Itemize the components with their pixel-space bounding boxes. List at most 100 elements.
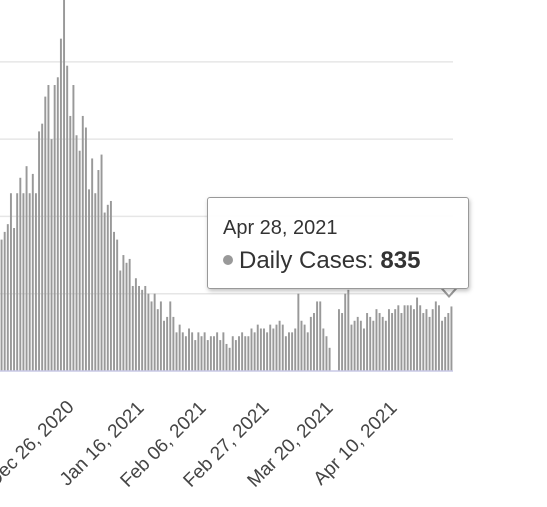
bar[interactable] [128, 258, 131, 371]
bar[interactable] [141, 289, 144, 371]
bar[interactable] [166, 316, 169, 371]
bar[interactable] [284, 336, 287, 371]
bar[interactable] [56, 77, 59, 371]
bar[interactable] [44, 96, 47, 372]
bar[interactable] [47, 85, 50, 372]
bar[interactable] [38, 131, 41, 371]
bar[interactable] [375, 309, 378, 371]
bar[interactable] [288, 332, 290, 371]
bar[interactable] [356, 316, 359, 371]
bar[interactable] [309, 316, 312, 371]
bar[interactable] [28, 193, 31, 371]
bar[interactable] [381, 316, 384, 371]
bar[interactable] [209, 336, 212, 371]
bar[interactable] [278, 320, 281, 371]
bar[interactable] [53, 85, 56, 372]
bar[interactable] [75, 135, 78, 371]
bar[interactable] [50, 139, 53, 372]
bar[interactable] [69, 115, 72, 371]
bar[interactable] [13, 228, 16, 371]
bar[interactable] [59, 38, 62, 372]
bar[interactable] [275, 324, 278, 372]
bar[interactable] [369, 316, 372, 371]
bar[interactable] [169, 301, 172, 371]
bar[interactable] [347, 289, 350, 371]
bar[interactable] [216, 332, 219, 371]
bar[interactable] [372, 320, 375, 371]
bar[interactable] [219, 340, 222, 371]
bar[interactable] [366, 313, 369, 371]
bar[interactable] [97, 170, 100, 371]
bar[interactable] [434, 301, 437, 371]
bar[interactable] [394, 309, 397, 371]
bar[interactable] [222, 332, 225, 371]
bar[interactable] [88, 189, 91, 371]
bar[interactable] [409, 305, 412, 371]
bar[interactable] [325, 336, 328, 371]
bar[interactable] [134, 278, 137, 371]
bar[interactable] [250, 328, 253, 371]
bar[interactable] [22, 193, 25, 371]
bar[interactable] [150, 301, 153, 371]
bar[interactable] [391, 313, 394, 371]
bar[interactable] [341, 313, 344, 371]
bar[interactable] [159, 301, 162, 371]
bar-series-daily-cases[interactable] [0, 0, 453, 372]
bar[interactable] [131, 285, 134, 371]
bar[interactable] [234, 340, 237, 371]
bar[interactable] [147, 293, 150, 371]
bar[interactable] [144, 285, 147, 371]
bar[interactable] [272, 328, 275, 371]
bar[interactable] [450, 306, 453, 371]
bar[interactable] [194, 340, 197, 371]
bar[interactable] [338, 309, 340, 371]
bar[interactable] [425, 309, 428, 371]
bar[interactable] [100, 154, 103, 371]
bar[interactable] [266, 332, 269, 371]
bar[interactable] [319, 301, 322, 371]
bar[interactable] [241, 332, 244, 371]
bar[interactable] [322, 328, 325, 371]
bar[interactable] [109, 200, 112, 371]
bar[interactable] [303, 324, 306, 372]
bar[interactable] [163, 320, 165, 371]
bar[interactable] [191, 332, 194, 371]
bar[interactable] [256, 324, 259, 372]
bar[interactable] [41, 123, 44, 371]
bar[interactable] [259, 328, 262, 371]
bar[interactable] [247, 336, 250, 371]
bar[interactable] [400, 313, 403, 371]
bar[interactable] [94, 193, 97, 371]
bar[interactable] [3, 231, 6, 372]
bar[interactable] [350, 324, 353, 372]
bar[interactable] [25, 166, 28, 371]
bar[interactable] [269, 324, 272, 372]
bar[interactable] [253, 332, 256, 371]
bar[interactable] [431, 309, 434, 371]
bar[interactable] [422, 313, 425, 371]
bar[interactable] [125, 262, 128, 371]
bar[interactable] [181, 332, 184, 371]
bar[interactable] [178, 324, 181, 372]
bar[interactable] [384, 320, 387, 371]
bar[interactable] [263, 328, 265, 371]
bar[interactable] [203, 332, 206, 371]
bar[interactable] [63, 0, 66, 371]
bar[interactable] [306, 332, 309, 371]
bar[interactable] [428, 316, 431, 371]
bar[interactable] [200, 336, 203, 371]
bar[interactable] [244, 336, 247, 371]
bar[interactable] [412, 309, 415, 371]
bar[interactable] [119, 270, 122, 371]
bar[interactable] [6, 224, 9, 371]
bar[interactable] [416, 297, 419, 371]
bar[interactable] [378, 313, 381, 371]
bar[interactable] [387, 309, 390, 371]
bar[interactable] [353, 320, 356, 371]
bar[interactable] [103, 212, 106, 371]
bar[interactable] [316, 301, 319, 371]
bar[interactable] [419, 305, 422, 371]
bar[interactable] [84, 127, 87, 371]
bar[interactable] [175, 332, 178, 371]
bar[interactable] [91, 158, 94, 371]
